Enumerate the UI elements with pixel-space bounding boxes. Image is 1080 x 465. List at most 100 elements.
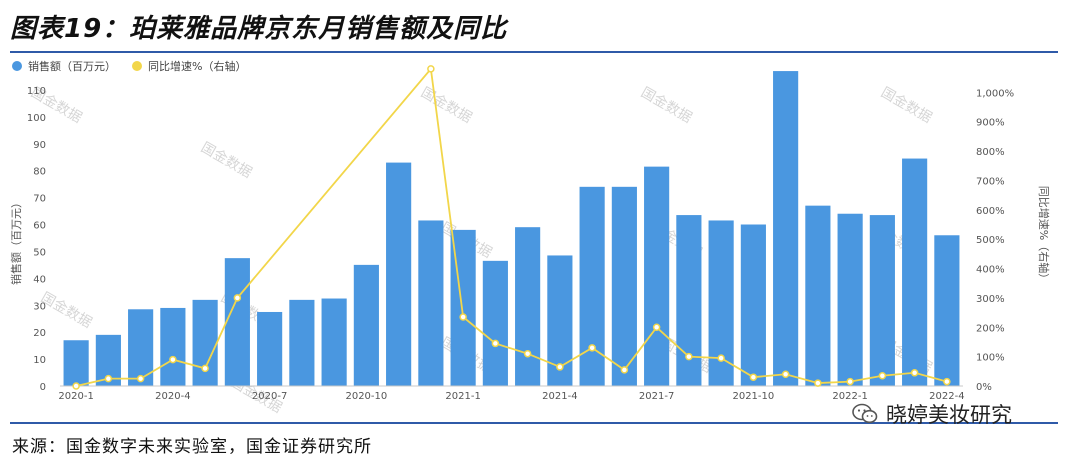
bar-sales — [740, 224, 766, 386]
figure-title: 图表19：珀莱雅品牌京东月销售额及同比 — [10, 14, 508, 44]
legend-dot-sales — [12, 61, 22, 71]
watermark-text: 国金数据 — [198, 140, 254, 182]
growth-point — [878, 371, 887, 380]
growth-point — [233, 294, 242, 302]
growth-point — [136, 374, 145, 383]
growth-point — [201, 364, 209, 373]
bar-sales — [386, 162, 412, 386]
bar-sales — [482, 260, 508, 386]
bar-sales — [224, 258, 250, 386]
y-left-tick-label: 10 — [33, 355, 46, 366]
growth-point — [523, 349, 532, 358]
y-right-tick-label: 300% — [976, 294, 1005, 305]
y-right-tick-label: 900% — [976, 118, 1005, 129]
y-left-tick-label: 30 — [33, 301, 46, 312]
top-rule — [10, 51, 1058, 53]
bar-sales — [418, 220, 444, 386]
growth-point — [169, 355, 177, 364]
y-right-tick-label: 0% — [976, 382, 992, 393]
bar-sales — [353, 264, 379, 386]
x-axis-ticks: 2020-1 2020-4 2020-7 2020-10 2021-1 2021-4 202… — [58, 391, 964, 402]
bar-sales — [934, 235, 960, 386]
legend-label-growth: 同比增速%（右轴） — [148, 60, 247, 73]
legend-label-sales: 销售额（百万元） — [28, 60, 116, 73]
wechat-brand: 晓婷美妆研究 — [852, 399, 1012, 429]
x-tick-label: 2021-10 — [732, 391, 774, 402]
x-tick-label: 2021-4 — [542, 391, 577, 402]
x-tick-label: 2020-1 — [58, 391, 93, 402]
legend-item-sales[interactable]: 销售额（百万元） — [12, 58, 116, 74]
bar-sales — [869, 215, 895, 386]
y-left-tick-label: 0 — [40, 382, 46, 393]
bar-series — [63, 71, 960, 386]
y-left-tick-label: 80 — [33, 167, 46, 178]
x-tick-label: 2020-7 — [252, 391, 287, 402]
y-left-tick-label: 110 — [27, 86, 46, 97]
y-left-axis-label: 销售额（百万元） — [9, 197, 23, 285]
growth-point — [556, 363, 564, 371]
y-right-tick-label: 200% — [976, 323, 1005, 334]
watermark-text: 国金数据 — [418, 85, 474, 127]
growth-point — [749, 373, 758, 381]
growth-point — [620, 366, 629, 374]
bar-sales — [611, 186, 637, 386]
growth-point — [814, 379, 822, 387]
y-right-tick-label: 800% — [976, 147, 1005, 158]
growth-point — [491, 339, 500, 348]
legend-dot-growth — [132, 61, 142, 71]
left-axis-ticks: 0 10 20 30 40 50 60 70 80 90 100 110 — [27, 86, 46, 393]
growth-point — [459, 313, 467, 321]
bar-sales — [63, 340, 89, 386]
bar-sales — [805, 205, 831, 386]
watermark-text: 国金数据 — [878, 85, 934, 127]
y-right-tick-label: 1,000% — [976, 88, 1014, 99]
growth-point — [943, 377, 951, 386]
y-left-tick-label: 70 — [33, 194, 46, 205]
y-left-tick-label: 90 — [33, 140, 46, 151]
watermark-text: 国金数据 — [638, 85, 694, 127]
right-axis-ticks: 0% 100% 200% 300% 400% 500% 600% 700% 800% 900% 1,… — [976, 88, 1014, 393]
wechat-icon — [852, 403, 878, 424]
y-left-tick-label: 100 — [27, 113, 46, 124]
bar-sales — [579, 186, 605, 386]
x-tick-label: 2021-1 — [445, 391, 480, 402]
y-left-tick-label: 50 — [33, 247, 46, 258]
growth-point — [72, 382, 80, 390]
x-tick-label: 2020-10 — [345, 391, 387, 402]
y-left-tick-label: 20 — [33, 328, 46, 339]
growth-point — [717, 354, 725, 362]
bar-sales — [257, 311, 283, 386]
y-right-axis-label: 同比增速%（右轴） — [1037, 186, 1051, 284]
brand-name: 晓婷美妆研究 — [886, 403, 1012, 427]
growth-point — [846, 377, 854, 386]
growth-point — [781, 370, 790, 379]
growth-point — [910, 369, 919, 377]
bar-sales — [902, 158, 928, 386]
growth-line-series — [72, 65, 951, 390]
legend: 销售额（百万元） 同比增速%（右轴） — [12, 58, 262, 74]
bar-sales — [289, 299, 315, 386]
bar-sales — [192, 299, 218, 386]
bottom-rule — [10, 422, 1058, 424]
y-right-tick-label: 400% — [976, 265, 1005, 276]
bar-sales — [515, 227, 541, 386]
y-right-tick-label: 700% — [976, 176, 1005, 187]
bar-sales — [644, 166, 670, 386]
growth-point — [104, 374, 113, 383]
y-left-tick-label: 40 — [33, 274, 46, 285]
x-tick-label: 2022-4 — [929, 391, 964, 402]
x-tick-label: 2021-7 — [639, 391, 674, 402]
growth-point — [588, 344, 596, 352]
y-right-tick-label: 100% — [976, 353, 1005, 364]
bar-sales — [773, 71, 799, 386]
growth-point — [685, 352, 693, 361]
y-right-tick-label: 500% — [976, 235, 1005, 246]
growth-point — [652, 323, 661, 332]
bar-sales — [837, 213, 863, 386]
bar-sales — [160, 307, 186, 386]
watermark-text: 国金数据 — [38, 290, 94, 332]
legend-item-growth[interactable]: 同比增速%（右轴） — [132, 58, 246, 74]
x-tick-label: 2022-1 — [832, 391, 867, 402]
x-tick-label: 2020-4 — [155, 391, 190, 402]
